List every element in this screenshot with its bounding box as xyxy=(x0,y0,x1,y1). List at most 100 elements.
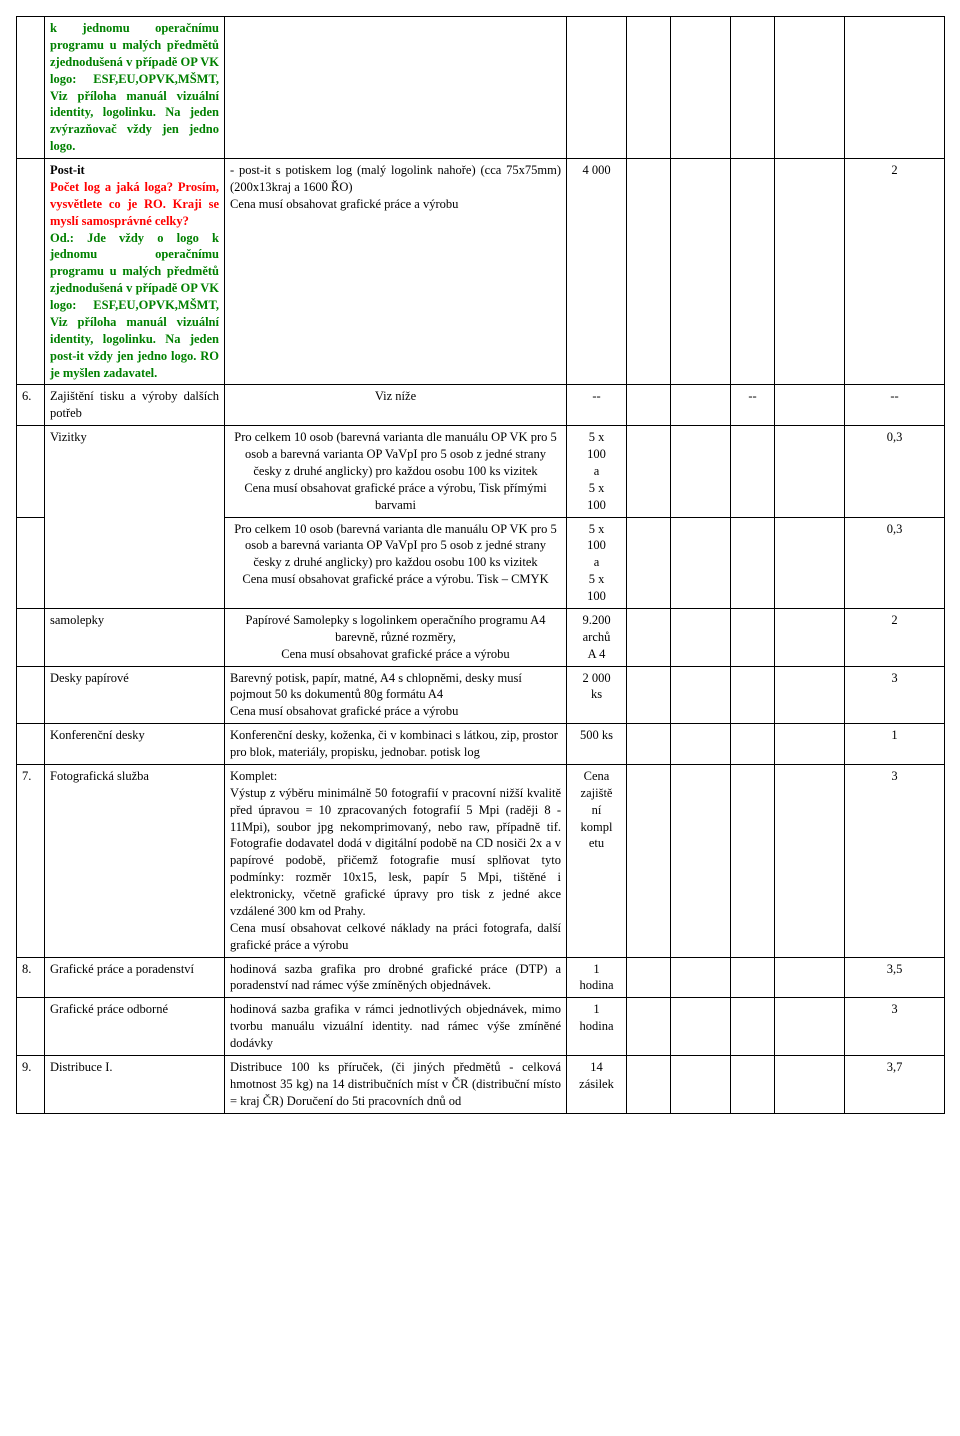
empty-cell xyxy=(671,1055,731,1113)
empty-cell xyxy=(775,385,845,426)
row-title: Vizitky xyxy=(45,426,225,609)
row-title: Grafické práce a poradenství xyxy=(45,957,225,998)
row-number xyxy=(17,724,45,765)
row-description: Komplet:Výstup z výběru minimálně 50 fot… xyxy=(225,764,567,957)
row-title: samolepky xyxy=(45,608,225,666)
row-value: 3 xyxy=(845,998,945,1056)
row-description: Papírové Samolepky s logolinkem operační… xyxy=(225,608,567,666)
empty-cell xyxy=(775,1055,845,1113)
empty-cell xyxy=(775,998,845,1056)
empty-cell xyxy=(775,957,845,998)
row-description: Barevný potisk, papír, matné, A4 s chlop… xyxy=(225,666,567,724)
row-number xyxy=(17,666,45,724)
row-description xyxy=(225,17,567,159)
empty-cell xyxy=(671,764,731,957)
row-value: 1 xyxy=(845,724,945,765)
empty-cell xyxy=(627,666,671,724)
empty-cell xyxy=(627,159,671,385)
empty-cell xyxy=(627,764,671,957)
row-number xyxy=(17,608,45,666)
row-description: - post-it s potiskem log (malý logolink … xyxy=(225,159,567,385)
row-value: 3,5 xyxy=(845,957,945,998)
empty-cell xyxy=(671,385,731,426)
row-description: Konferenční desky, koženka, či v kombina… xyxy=(225,724,567,765)
row-description: hodinová sazba grafika pro drobné grafic… xyxy=(225,957,567,998)
row-title: Konferenční desky xyxy=(45,724,225,765)
empty-cell xyxy=(627,426,671,517)
row-description: Pro celkem 10 osob (barevná varianta dle… xyxy=(225,517,567,608)
row-quantity xyxy=(567,17,627,159)
row-quantity: 5 x100a5 x100 xyxy=(567,517,627,608)
empty-cell xyxy=(775,17,845,159)
empty-cell xyxy=(627,517,671,608)
empty-cell: -- xyxy=(731,385,775,426)
empty-cell xyxy=(731,1055,775,1113)
row-value: 0,3 xyxy=(845,517,945,608)
row-quantity: 2 000ks xyxy=(567,666,627,724)
row-value: 2 xyxy=(845,608,945,666)
document-table: k jednomu operačnímu programu u malých p… xyxy=(16,16,945,1114)
row-title: Grafické práce odborné xyxy=(45,998,225,1056)
empty-cell xyxy=(671,517,731,608)
table-row: k jednomu operačnímu programu u malých p… xyxy=(17,17,945,159)
row-quantity: Cenazajištěníkompletu xyxy=(567,764,627,957)
row-number xyxy=(17,17,45,159)
empty-cell xyxy=(627,608,671,666)
row-description: Distribuce 100 ks příruček, (či jiných p… xyxy=(225,1055,567,1113)
row-value: 0,3 xyxy=(845,426,945,517)
row-quantity: 500 ks xyxy=(567,724,627,765)
row-title: Fotografická služba xyxy=(45,764,225,957)
empty-cell xyxy=(775,517,845,608)
empty-cell xyxy=(731,17,775,159)
empty-cell xyxy=(671,998,731,1056)
empty-cell xyxy=(775,159,845,385)
empty-cell xyxy=(671,666,731,724)
empty-cell xyxy=(731,724,775,765)
empty-cell xyxy=(627,957,671,998)
row-quantity: 1hodina xyxy=(567,998,627,1056)
row-number xyxy=(17,426,45,517)
empty-cell xyxy=(731,517,775,608)
row-quantity: 14zásilek xyxy=(567,1055,627,1113)
row-quantity: 5 x100a5 x100 xyxy=(567,426,627,517)
row-value: 3 xyxy=(845,666,945,724)
empty-cell xyxy=(775,724,845,765)
empty-cell xyxy=(627,1055,671,1113)
row-title: Desky papírové xyxy=(45,666,225,724)
table-row: 9.Distribuce I.Distribuce 100 ks příruče… xyxy=(17,1055,945,1113)
empty-cell xyxy=(731,159,775,385)
row-title: Zajištění tisku a výroby dalších potřeb xyxy=(45,385,225,426)
row-number: 8. xyxy=(17,957,45,998)
table-row: VizitkyPro celkem 10 osob (barevná varia… xyxy=(17,426,945,517)
empty-cell xyxy=(671,17,731,159)
empty-cell xyxy=(731,608,775,666)
row-description: Pro celkem 10 osob (barevná varianta dle… xyxy=(225,426,567,517)
empty-cell xyxy=(775,426,845,517)
empty-cell xyxy=(731,998,775,1056)
empty-cell xyxy=(627,385,671,426)
row-number xyxy=(17,517,45,608)
row-value: 2 xyxy=(845,159,945,385)
empty-cell xyxy=(671,957,731,998)
row-description: hodinová sazba grafika v rámci jednotliv… xyxy=(225,998,567,1056)
empty-cell xyxy=(627,17,671,159)
empty-cell xyxy=(627,998,671,1056)
empty-cell xyxy=(731,764,775,957)
empty-cell xyxy=(775,608,845,666)
empty-cell xyxy=(671,159,731,385)
empty-cell xyxy=(627,724,671,765)
row-number: 6. xyxy=(17,385,45,426)
row-quantity: 1hodina xyxy=(567,957,627,998)
table-row: 7.Fotografická službaKomplet:Výstup z vý… xyxy=(17,764,945,957)
table-row: Konferenční deskyKonferenční desky, kože… xyxy=(17,724,945,765)
row-title: Post-itPočet log a jaká loga? Prosím, vy… xyxy=(45,159,225,385)
table-row: 6.Zajištění tisku a výroby dalších potře… xyxy=(17,385,945,426)
row-title: k jednomu operačnímu programu u malých p… xyxy=(45,17,225,159)
row-value: 3,7 xyxy=(845,1055,945,1113)
table-row: Post-itPočet log a jaká loga? Prosím, vy… xyxy=(17,159,945,385)
row-quantity: -- xyxy=(567,385,627,426)
empty-cell xyxy=(731,957,775,998)
row-quantity: 4 000 xyxy=(567,159,627,385)
empty-cell xyxy=(775,764,845,957)
table-row: 8.Grafické práce a poradenstvíhodinová s… xyxy=(17,957,945,998)
